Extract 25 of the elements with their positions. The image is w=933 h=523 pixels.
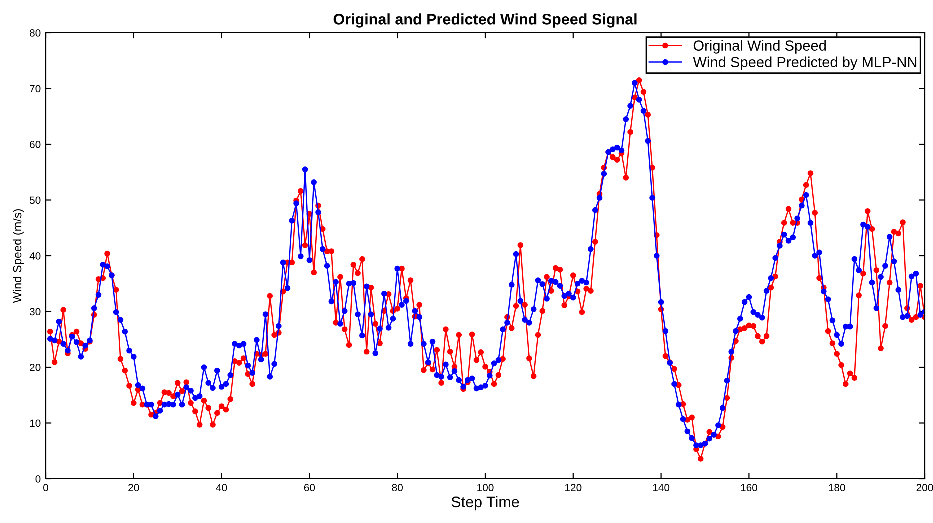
y-tick-label: 0 bbox=[36, 476, 41, 483]
y-tick-label: 10 bbox=[30, 420, 41, 428]
y-tick-label: 40 bbox=[30, 252, 41, 260]
x-tick-label: 20 bbox=[128, 484, 140, 492]
x-tick-label: 200 bbox=[916, 484, 933, 492]
y-tick-label: 80 bbox=[30, 30, 41, 37]
x-tick-label: 100 bbox=[478, 484, 494, 492]
y-tick-label: 20 bbox=[30, 364, 41, 372]
y-tick-label: 50 bbox=[30, 196, 41, 204]
legend-label: Wind Speed Predicted by MLP-NN bbox=[693, 56, 917, 70]
x-tick-label: 0 bbox=[44, 484, 48, 492]
x-tick-label: 180 bbox=[829, 484, 846, 492]
x-tick-label: 40 bbox=[216, 484, 228, 492]
x-tick-label: 160 bbox=[741, 484, 758, 492]
y-tick-label: 30 bbox=[30, 308, 41, 316]
y-axis-title: Wind Speed (m/s) bbox=[12, 209, 24, 304]
y-tick-label: 60 bbox=[30, 141, 41, 148]
x-tick-label: 140 bbox=[653, 484, 670, 492]
x-tick-label: 80 bbox=[392, 484, 403, 492]
chart-title: Original and Predicted Wind Speed Signal bbox=[334, 14, 637, 28]
legend-label: Original Wind Speed bbox=[694, 40, 826, 54]
x-tick-label: 120 bbox=[566, 484, 582, 492]
x-tick-label: 60 bbox=[304, 484, 316, 492]
y-tick-label: 70 bbox=[30, 85, 41, 93]
x-axis-title: Step Time bbox=[452, 496, 520, 511]
